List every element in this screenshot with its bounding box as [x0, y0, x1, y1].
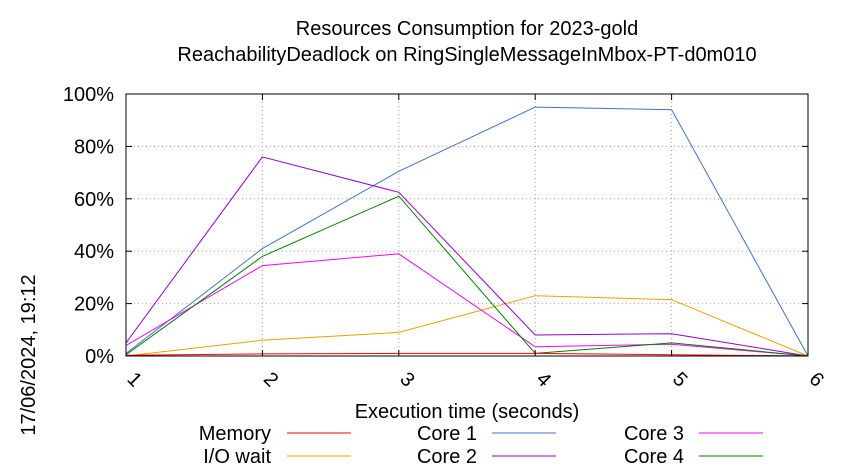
legend-label-core-2: Core 2	[417, 446, 477, 468]
x-tick-label: 1	[123, 368, 146, 391]
y-tick-label: 100%	[63, 84, 114, 106]
x-tick-label: 5	[668, 368, 691, 391]
legend-label-core-4: Core 4	[624, 446, 684, 468]
plot-frame	[125, 93, 809, 357]
chart-subtitle: ReachabilityDeadlock on RingSingleMessag…	[177, 44, 756, 66]
y-tick-label: 60%	[74, 189, 114, 211]
x-axis-ticks: 1 2 3 4 5 6	[123, 94, 828, 391]
series-line-memory	[125, 352, 809, 357]
chart-title: Resources Consumption for 2023-gold	[296, 18, 638, 40]
legend-label-core-1: Core 1	[417, 423, 477, 445]
y-axis-ticks: 0% 20% 40% 60% 80% 100%	[63, 84, 808, 368]
y-tick-label: 0%	[85, 346, 114, 368]
series-line-i-o-wait	[125, 295, 809, 357]
y-tick-label: 40%	[74, 241, 114, 263]
timestamp-label: 17/06/2024, 19:12	[18, 274, 40, 435]
legend-label-core-3: Core 3	[624, 423, 684, 445]
series-line-core-1	[125, 106, 809, 357]
x-axis-label: Execution time (seconds)	[355, 401, 580, 423]
x-tick-label: 2	[259, 368, 282, 391]
y-tick-label: 80%	[74, 136, 114, 158]
x-tick-label: 4	[532, 368, 555, 391]
x-tick-label: 3	[395, 368, 418, 391]
legend-label-memory: Memory	[199, 423, 271, 445]
legend-label-i-o-wait: I/O wait	[203, 446, 271, 468]
series-line-core-2	[125, 156, 809, 357]
y-tick-label: 20%	[74, 294, 114, 316]
grid	[126, 94, 808, 356]
series-lines	[125, 106, 809, 357]
x-tick-label: 6	[805, 368, 828, 391]
series-line-core-4	[125, 195, 809, 357]
series-line-core-3	[125, 253, 809, 357]
